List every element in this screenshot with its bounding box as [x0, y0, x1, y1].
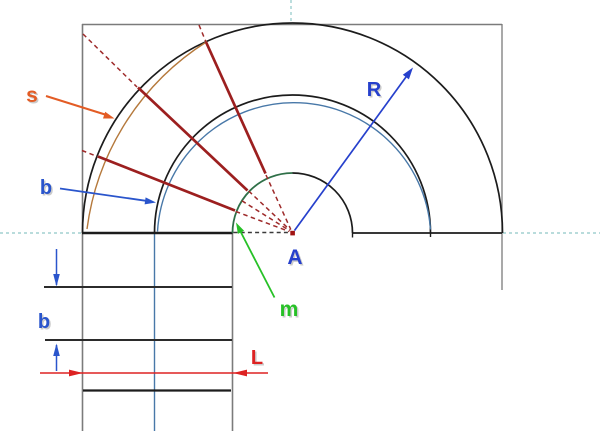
flight-width-dim-arrowhead-left — [69, 369, 83, 377]
outer-edge-arc — [81, 22, 504, 234]
winder-tread-3 — [97, 155, 236, 212]
tread-width-arc-arrow — [59, 187, 156, 205]
walkline-arc-outer — [86, 40, 208, 230]
label-flight-width-dim: L — [251, 347, 263, 369]
middle-edge-arc — [153, 94, 432, 234]
center-ray-2 — [248, 190, 291, 231]
label-walkline: s — [26, 84, 38, 107]
center-ray-4 — [235, 210, 290, 233]
radius-arrow — [293, 67, 413, 231]
tread-width-dim-arrowhead-down — [53, 274, 60, 287]
walkline-arrowhead — [103, 111, 115, 119]
inner-circle-arc — [292, 172, 354, 234]
winder-tread-2-ext-outer — [82, 33, 138, 88]
center-ray-1 — [265, 174, 292, 230]
walkline-arrow — [45, 95, 115, 119]
walkline-arrow-shaft — [45, 95, 106, 116]
label-center-point: A — [287, 246, 302, 269]
tread-width-dimension — [53, 249, 60, 371]
winder-tread-3-ext-outer — [81, 149, 98, 158]
mid-corner-arrowhead — [236, 222, 245, 234]
winder-tread-2 — [137, 86, 249, 192]
mid-corner-arrow-shaft — [239, 231, 276, 298]
winder-tread-lines — [97, 41, 267, 212]
label-mid-corner: m — [280, 298, 299, 321]
construction-lines — [0, 0, 600, 234]
flight-width-dim-arrowhead-right — [233, 369, 247, 377]
winder-construction-dashes — [81, 24, 292, 233]
stair-outline — [81, 23, 503, 431]
walkline-arc-middle — [156, 102, 432, 232]
mid-corner-arrow — [236, 222, 276, 298]
stair-arcs — [81, 22, 504, 234]
label-radius: R — [367, 79, 382, 101]
tread-width-arc-arrow-shaft — [59, 187, 147, 202]
tread-lines — [44, 231, 502, 392]
tread-width-dim-arrowhead-up — [53, 343, 60, 356]
radius-arrow-shaft — [293, 76, 407, 231]
label-tread-width-arc: b — [40, 177, 52, 199]
inner-circle-arc-green — [231, 172, 293, 234]
center-point-marker — [290, 230, 295, 236]
flight-width-dimension — [40, 369, 268, 377]
radius-arrowhead — [402, 67, 413, 80]
winder-tread-1 — [204, 41, 267, 175]
tread-width-arc-arrowhead — [144, 197, 156, 205]
winder-tread-1-ext-outer — [198, 24, 207, 43]
center-ray-3 — [241, 200, 291, 232]
label-tread-width-dim: b — [38, 311, 50, 333]
